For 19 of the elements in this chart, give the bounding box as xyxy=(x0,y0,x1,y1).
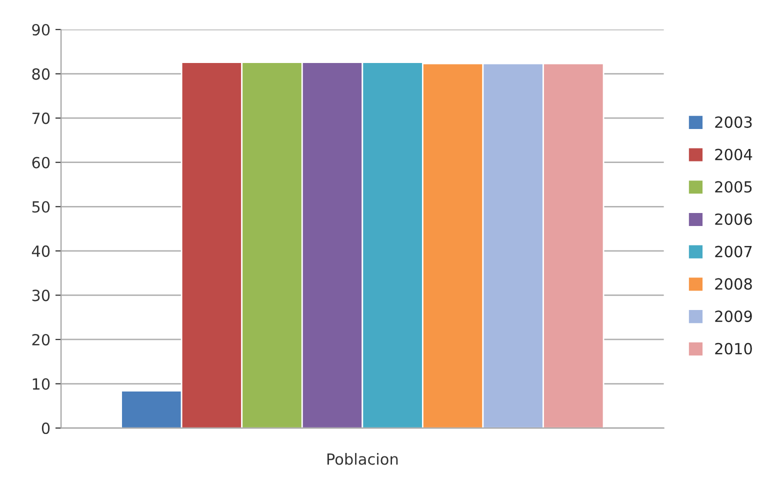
y-tick-label: 90 xyxy=(32,24,50,36)
y-tick-label: 0 xyxy=(42,422,50,434)
y-tick-label: 80 xyxy=(32,68,50,80)
y-tick-label: 10 xyxy=(32,378,50,390)
y-tick-label: 70 xyxy=(32,112,50,124)
legend-label: 2004 xyxy=(715,148,752,160)
y-tick-label: 40 xyxy=(32,245,50,257)
legend-label: 2009 xyxy=(715,310,752,322)
legend-label: 2010 xyxy=(715,342,752,354)
legend-label: 2007 xyxy=(715,246,752,258)
y-tick-label: 60 xyxy=(32,156,50,168)
legend-label: 2006 xyxy=(715,213,752,226)
legend-label: 2005 xyxy=(715,181,752,193)
y-tick-label: 30 xyxy=(32,290,50,302)
y-tick-label: 50 xyxy=(32,201,50,213)
legend-label: 2008 xyxy=(715,278,752,290)
y-tick-label: 20 xyxy=(32,334,50,346)
x-tick-label: Poblacion xyxy=(327,453,398,465)
legend-label: 2003 xyxy=(715,116,752,128)
